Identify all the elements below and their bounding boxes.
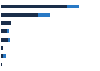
Bar [1,13,38,17]
Bar [3,54,6,58]
Bar [1,38,8,42]
Bar [1,63,2,66]
Bar [8,38,10,42]
Bar [1,54,3,58]
Bar [1,29,7,33]
Bar [1,46,3,50]
Bar [1,21,11,25]
Bar [38,13,50,17]
Bar [67,5,79,8]
Bar [7,29,9,33]
Bar [1,5,67,8]
